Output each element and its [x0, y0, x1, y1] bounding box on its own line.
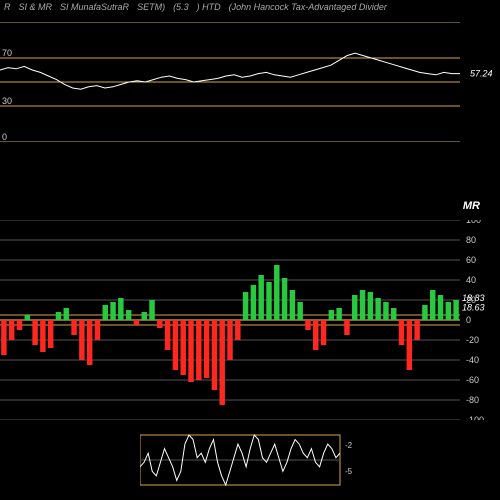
chart-header: R SI & MR SI MunafaSutraR SETM) (5.3 ) H…	[0, 0, 500, 14]
svg-text:80: 80	[466, 235, 476, 245]
svg-text:0: 0	[2, 132, 7, 142]
svg-text:-20: -20	[466, 335, 479, 345]
mr-label: MR	[463, 200, 480, 212]
mini-chart-panel: -2 -5	[140, 430, 360, 490]
hdr-1: SI & MR	[19, 2, 53, 12]
mini-label-bottom: -5	[345, 467, 353, 476]
svg-text:-80: -80	[466, 395, 479, 405]
bar-chart-panel: -100-80-60-40-20020406080100 18.83 18.63	[0, 220, 500, 420]
bar-value-1: 18.63	[462, 302, 485, 312]
svg-text:30: 30	[2, 96, 12, 106]
svg-text:40: 40	[466, 275, 476, 285]
svg-text:-40: -40	[466, 355, 479, 365]
current-value-label: 57.24	[470, 69, 493, 79]
bar-chart-svg: -100-80-60-40-20020406080100 18.83 18.63	[0, 220, 500, 420]
svg-text:-100: -100	[466, 415, 484, 420]
line-chart-svg: 03070100 57.24	[0, 22, 500, 142]
svg-text:100: 100	[466, 220, 481, 225]
svg-text:60: 60	[466, 255, 476, 265]
bar-series	[1, 265, 459, 405]
hdr-6: (John Hancock Tax-Advantaged Divider	[229, 2, 387, 12]
hdr-4: (5.3	[173, 2, 189, 12]
hdr-2: SI MunafaSutraR	[60, 2, 129, 12]
mini-chart-svg: -2 -5	[140, 430, 360, 490]
hdr-3: SETM)	[137, 2, 165, 12]
mini-label-top: -2	[345, 441, 353, 450]
svg-text:0: 0	[466, 315, 471, 325]
svg-text:-60: -60	[466, 375, 479, 385]
line-chart-panel: 03070100 57.24	[0, 22, 500, 142]
price-line	[0, 53, 460, 89]
hdr-0: R	[4, 2, 11, 12]
hdr-5: ) HTD	[197, 2, 221, 12]
svg-text:70: 70	[2, 48, 12, 58]
